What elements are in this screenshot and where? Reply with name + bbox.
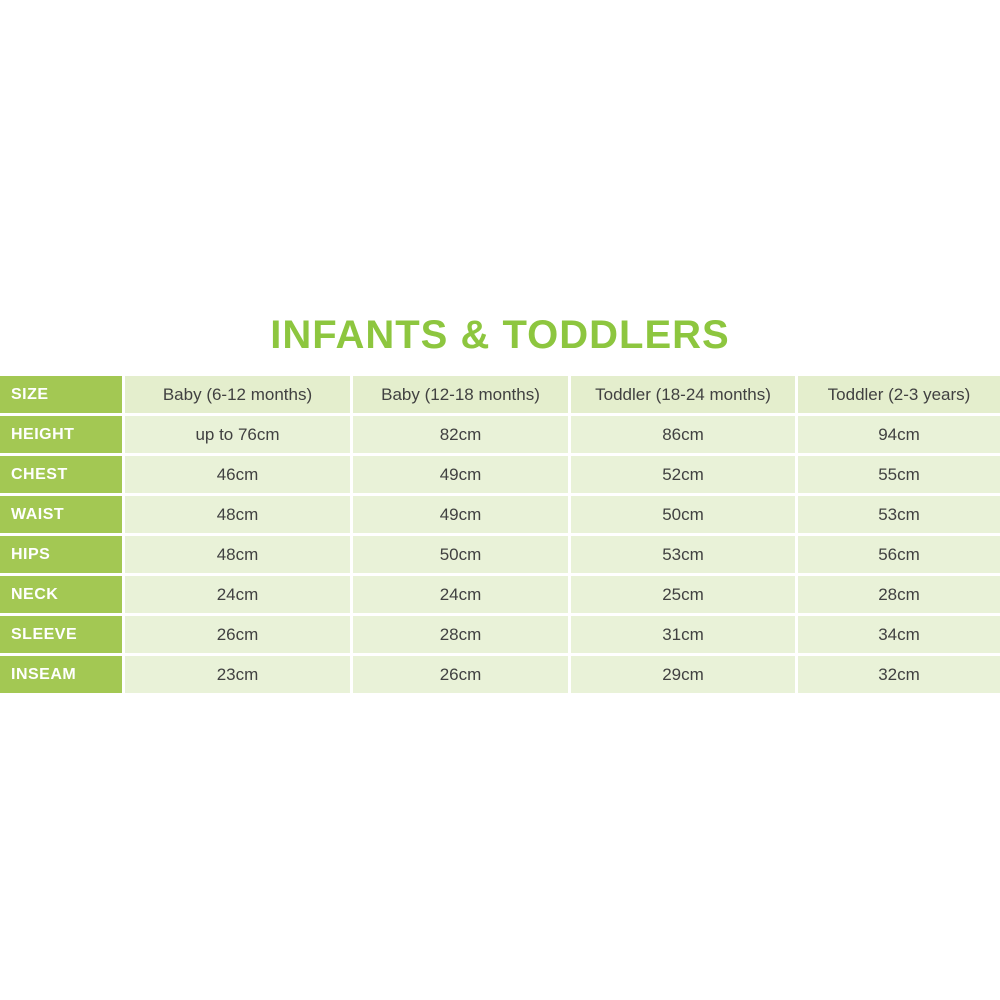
table-cell: 55cm <box>798 456 1000 493</box>
column-header-0: Baby (6-12 months) <box>125 376 350 413</box>
table-cell: 23cm <box>125 656 350 693</box>
table-cell: 50cm <box>353 536 568 573</box>
size-chart-table: SIZE Baby (6-12 months) Baby (12-18 months… <box>0 376 1000 693</box>
table-cell: 86cm <box>571 416 795 453</box>
table-cell: 53cm <box>571 536 795 573</box>
table-cell: 94cm <box>798 416 1000 453</box>
table-cell: 31cm <box>571 616 795 653</box>
table-cell: 32cm <box>798 656 1000 693</box>
column-header-3: Toddler (2-3 years) <box>798 376 1000 413</box>
table-cell: 46cm <box>125 456 350 493</box>
table-cell: 56cm <box>798 536 1000 573</box>
table-cell: 82cm <box>353 416 568 453</box>
table-cell: 49cm <box>353 456 568 493</box>
table-cell: 28cm <box>798 576 1000 613</box>
row-label-hips: HIPS <box>0 536 122 573</box>
table-cell: 28cm <box>353 616 568 653</box>
table-cell: 24cm <box>353 576 568 613</box>
table-cell: 48cm <box>125 496 350 533</box>
table-cell: up to 76cm <box>125 416 350 453</box>
row-label-height: HEIGHT <box>0 416 122 453</box>
column-header-1: Baby (12-18 months) <box>353 376 568 413</box>
table-cell: 26cm <box>353 656 568 693</box>
table-cell: 26cm <box>125 616 350 653</box>
table-cell: 50cm <box>571 496 795 533</box>
column-header-2: Toddler (18-24 months) <box>571 376 795 413</box>
table-cell: 34cm <box>798 616 1000 653</box>
table-cell: 49cm <box>353 496 568 533</box>
table-cell: 52cm <box>571 456 795 493</box>
row-label-inseam: INSEAM <box>0 656 122 693</box>
page-title: INFANTS & TODDLERS <box>270 313 730 357</box>
table-cell: 53cm <box>798 496 1000 533</box>
row-label-neck: NECK <box>0 576 122 613</box>
table-cell: 48cm <box>125 536 350 573</box>
row-label-sleeve: SLEEVE <box>0 616 122 653</box>
row-label-waist: WAIST <box>0 496 122 533</box>
row-label-chest: CHEST <box>0 456 122 493</box>
table-cell: 29cm <box>571 656 795 693</box>
table-cell: 25cm <box>571 576 795 613</box>
corner-label-cell: SIZE <box>0 376 122 413</box>
table-cell: 24cm <box>125 576 350 613</box>
